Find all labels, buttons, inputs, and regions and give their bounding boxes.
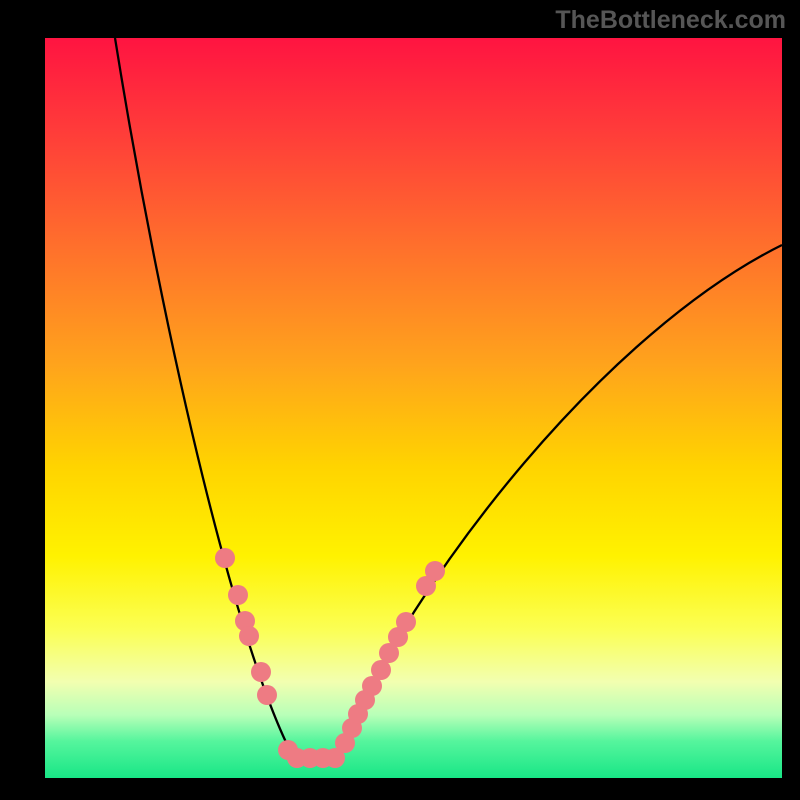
watermark-text: TheBottleneck.com	[555, 6, 786, 35]
data-marker	[239, 626, 259, 646]
data-marker	[257, 685, 277, 705]
plot-background	[45, 38, 782, 778]
bottleneck-chart	[0, 0, 800, 800]
data-marker	[371, 660, 391, 680]
data-marker	[251, 662, 271, 682]
data-marker	[425, 561, 445, 581]
chart-frame: TheBottleneck.com	[0, 0, 800, 800]
data-marker	[396, 612, 416, 632]
data-marker	[228, 585, 248, 605]
data-marker	[215, 548, 235, 568]
